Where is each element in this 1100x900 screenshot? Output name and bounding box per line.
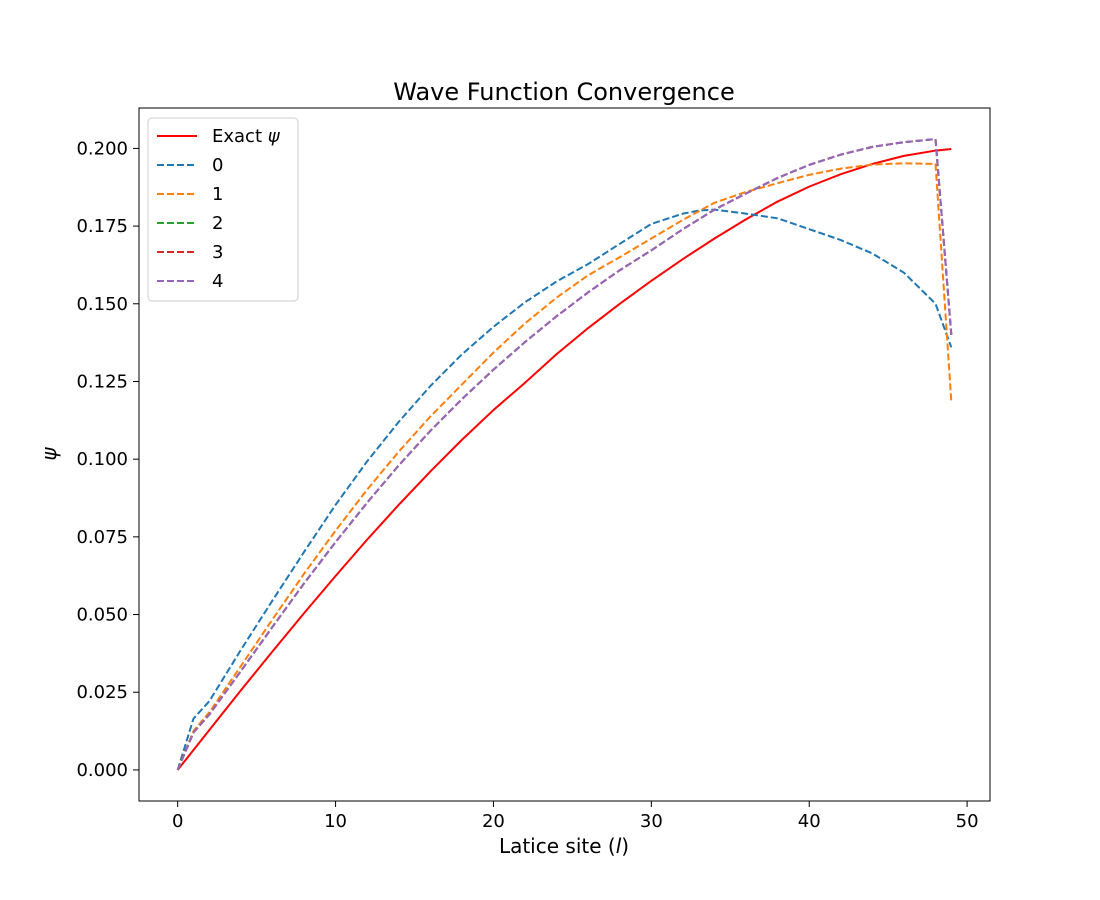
plot-frame	[138, 107, 991, 802]
legend-label: 2	[212, 213, 223, 234]
plot-lines	[176, 138, 953, 771]
legend-box	[147, 117, 299, 302]
x-tick-label: 20	[482, 811, 505, 832]
legend-label: 1	[212, 184, 223, 205]
x-tick-label: 40	[798, 811, 821, 832]
y-tick-label: 0.025	[76, 682, 128, 703]
x-tick-label: 10	[324, 811, 347, 832]
series-line-4	[176, 138, 953, 771]
y-tick-label: 0.075	[76, 527, 128, 548]
legend-label: 4	[212, 271, 223, 292]
series-line-0	[176, 208, 953, 771]
x-axis-label: Latice site (l)	[499, 834, 629, 858]
x-axis: 0 10 20 30 40 50	[172, 801, 979, 832]
y-tick-label: 0.050	[76, 605, 128, 626]
series-line-1	[176, 162, 953, 771]
y-axis-label: ψ	[37, 447, 61, 461]
legend-label: 3	[212, 242, 223, 263]
legend: Exact ψ 0 1 2 3 4	[147, 117, 299, 302]
legend-label: Exact ψ	[212, 126, 281, 147]
x-tick-label: 50	[956, 811, 979, 832]
legend-label: 0	[212, 155, 223, 176]
y-tick-label: 0.150	[76, 294, 128, 315]
y-tick-label: 0.125	[76, 371, 128, 392]
chart-title: Wave Function Convergence	[393, 78, 734, 106]
y-tick-label: 0.000	[76, 760, 128, 781]
x-tick-label: 30	[640, 811, 663, 832]
y-axis: 0.000 0.025 0.050 0.075 0.100 0.125 0.150 0.175…	[76, 138, 139, 781]
x-tick-label: 0	[172, 811, 183, 832]
y-tick-label: 0.175	[76, 216, 128, 237]
y-tick-label: 0.200	[76, 138, 128, 159]
y-tick-label: 0.100	[76, 449, 128, 470]
series-line-exact	[176, 148, 952, 771]
